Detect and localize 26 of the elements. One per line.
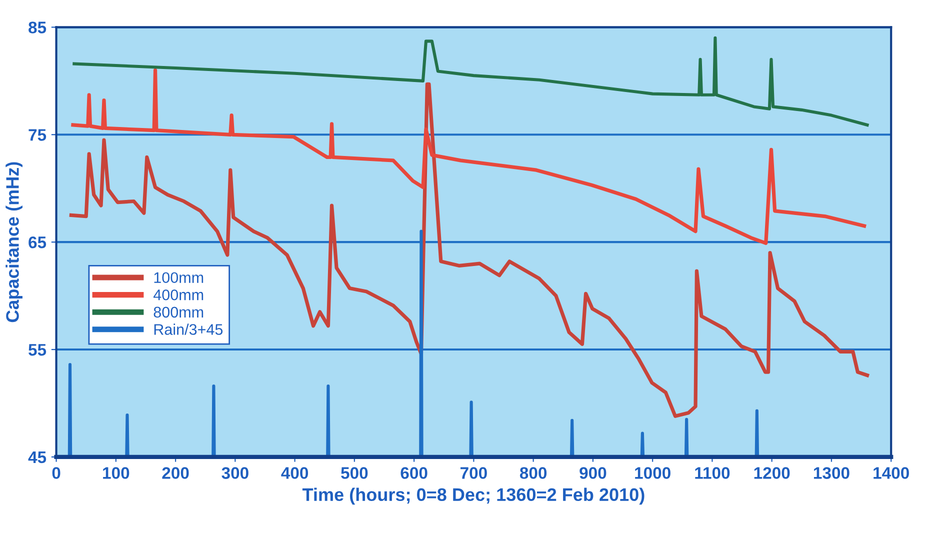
x-tick-label: 1000	[635, 467, 670, 479]
x-tick-label: 800	[520, 467, 547, 479]
legend-label: 400mm	[153, 289, 204, 300]
legend-label: 100mm	[154, 272, 204, 284]
x-tick-label: 600	[400, 467, 428, 479]
x-tick-label: 100	[103, 467, 130, 479]
x-tick-label: 0	[52, 467, 60, 479]
x-tick-label: 300	[222, 467, 248, 479]
x-tick-label: 1300	[814, 467, 850, 479]
x-tick-label: 1400	[874, 467, 909, 479]
x-tick-label: 400	[281, 467, 308, 479]
y-axis-title: Capacitance (mHz)	[6, 162, 22, 322]
x-tick-label: 500	[341, 467, 368, 479]
y-tick-label: 65	[28, 236, 46, 248]
legend-label: 800mm	[154, 306, 204, 318]
x-tick-label: 1100	[695, 467, 730, 479]
x-tick-label: 1200	[754, 467, 790, 479]
legend-label: Rain/3+45	[154, 324, 223, 335]
y-tick-label: 45	[28, 452, 46, 464]
y-tick-label: 55	[28, 344, 46, 356]
x-tick-label: 200	[162, 467, 189, 479]
x-axis-title: Time (hours; 0=8 Dec; 1360=2 Feb 2010)	[302, 488, 644, 505]
y-tick-label: 75	[28, 129, 46, 141]
x-tick-label: 700	[460, 467, 487, 479]
x-tick-label: 900	[580, 467, 606, 479]
y-tick-label: 85	[28, 22, 46, 34]
